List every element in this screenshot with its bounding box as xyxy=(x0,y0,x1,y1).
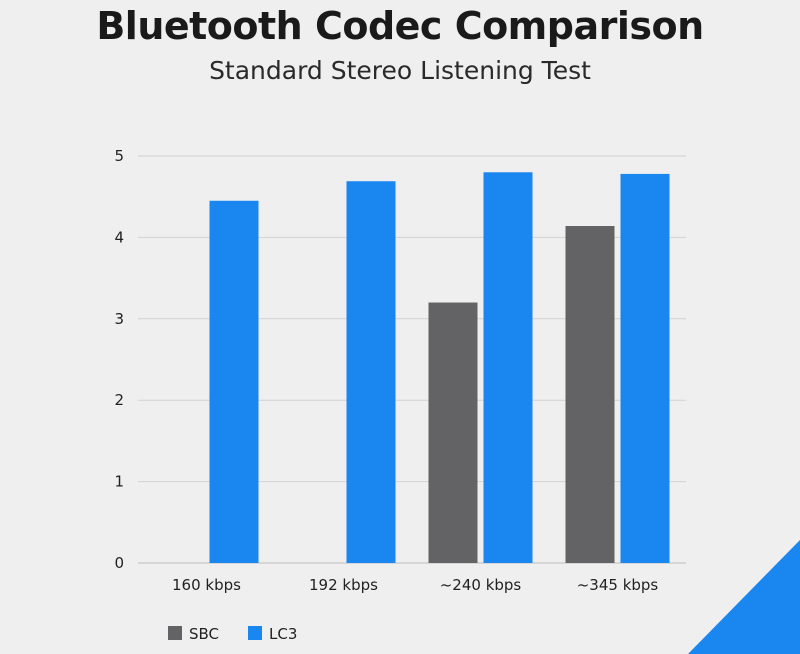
legend: SBC LC3 xyxy=(168,625,297,643)
legend-swatch-lc3 xyxy=(248,626,262,640)
x-tick-label: 160 kbps xyxy=(172,576,241,594)
y-axis-ticks: 0 1 2 3 4 5 xyxy=(114,147,124,572)
bar-sbc xyxy=(428,302,478,563)
corner-triangle-decoration xyxy=(688,540,800,654)
y-tick-label: 4 xyxy=(114,228,124,246)
bar-sbc xyxy=(565,226,615,563)
y-tick-label: 1 xyxy=(114,473,124,491)
x-tick-label: 192 kbps xyxy=(309,576,378,594)
legend-label-sbc: SBC xyxy=(189,625,219,643)
bar-lc3 xyxy=(620,173,670,563)
legend-swatch-sbc xyxy=(168,626,182,640)
chart-subtitle: Standard Stereo Listening Test xyxy=(209,56,591,85)
bar-lc3 xyxy=(483,172,533,563)
x-tick-label: ~240 kbps xyxy=(440,576,522,594)
y-tick-label: 0 xyxy=(114,554,124,572)
bar-lc3 xyxy=(209,200,259,563)
x-tick-label: ~345 kbps xyxy=(577,576,659,594)
y-tick-label: 5 xyxy=(114,147,124,165)
legend-label-lc3: LC3 xyxy=(269,625,297,643)
y-tick-label: 2 xyxy=(114,391,124,409)
chart-title: Bluetooth Codec Comparison xyxy=(96,4,704,48)
bars xyxy=(209,172,670,563)
x-axis-ticks: 160 kbps 192 kbps ~240 kbps ~345 kbps xyxy=(172,576,658,594)
bar-lc3 xyxy=(346,181,396,563)
y-tick-label: 3 xyxy=(114,310,124,328)
